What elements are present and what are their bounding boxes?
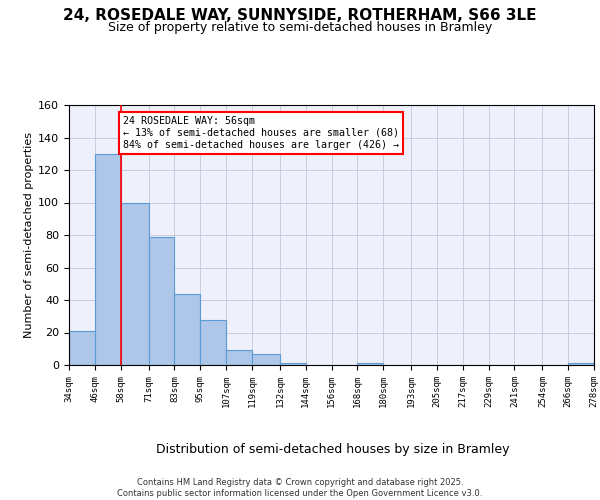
Bar — [200, 320, 226, 365]
Bar — [95, 154, 121, 365]
Text: 24, ROSEDALE WAY, SUNNYSIDE, ROTHERHAM, S66 3LE: 24, ROSEDALE WAY, SUNNYSIDE, ROTHERHAM, … — [63, 8, 537, 22]
Bar — [252, 354, 280, 365]
Bar — [358, 364, 383, 365]
Bar — [226, 350, 252, 365]
Bar — [568, 364, 594, 365]
Bar — [280, 364, 305, 365]
Text: 24 ROSEDALE WAY: 56sqm
← 13% of semi-detached houses are smaller (68)
84% of sem: 24 ROSEDALE WAY: 56sqm ← 13% of semi-det… — [123, 116, 399, 150]
Bar — [121, 202, 149, 365]
Bar — [149, 236, 175, 365]
Y-axis label: Number of semi-detached properties: Number of semi-detached properties — [24, 132, 34, 338]
Text: Size of property relative to semi-detached houses in Bramley: Size of property relative to semi-detach… — [108, 21, 492, 34]
Bar — [69, 331, 95, 365]
Text: Distribution of semi-detached houses by size in Bramley: Distribution of semi-detached houses by … — [156, 442, 510, 456]
Bar — [175, 294, 200, 365]
Text: Contains HM Land Registry data © Crown copyright and database right 2025.
Contai: Contains HM Land Registry data © Crown c… — [118, 478, 482, 498]
